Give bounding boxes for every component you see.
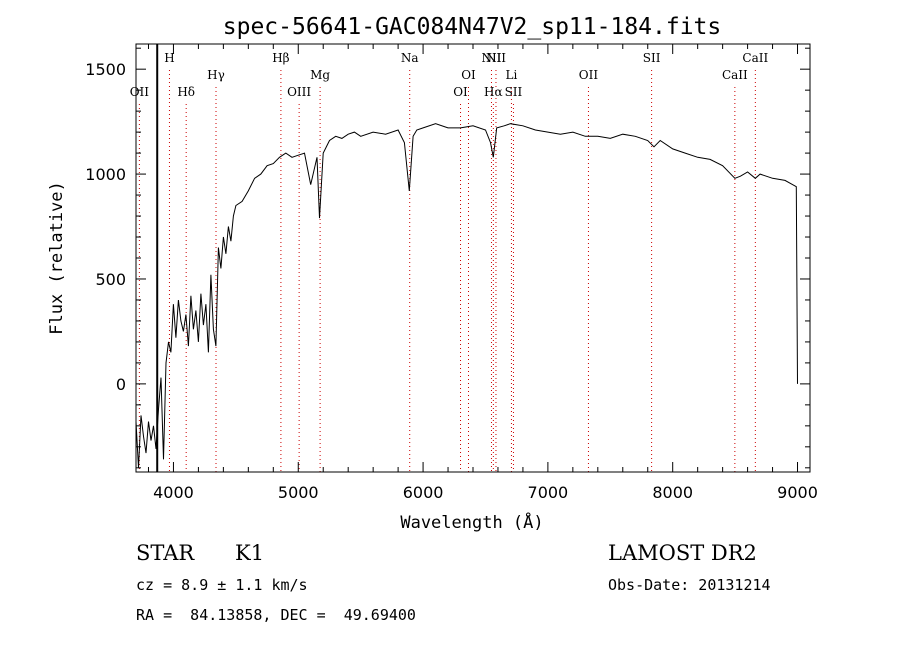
x-axis-label: Wavelength (Å) [400,511,543,533]
coordinates: RA = 84.13858, DEC = 49.69400 [136,606,416,624]
spectral-line-label: Mg [310,68,330,82]
spectral-line-label: SII [643,51,661,65]
redshift-readout: cz = 8.9 ± 1.1 km/s [136,576,308,594]
obs-date: Obs-Date: 20131214 [608,576,771,594]
survey-name: LAMOST DR2 [608,541,757,565]
spectral-line-label: H [164,51,174,65]
spectral-line-label: OI [453,85,468,99]
x-tick-label: 7000 [528,483,569,502]
x-axis: 4000 5000 6000 7000 8000 9000 [147,44,818,502]
plot-frame [135,43,811,473]
spectral-line-labels: OIIHHδHγHβOIIIMgNaOIOINIIHαNIILiSIIOIISI… [130,51,769,99]
y-tick-label: 500 [95,270,126,289]
y-axis-label: Flux (relative) [47,181,67,335]
x-tick-label: 6000 [403,483,444,502]
x-tick-label: 8000 [652,483,693,502]
spectral-line-label: Hβ [272,51,289,65]
y-tick-label: 0 [116,375,126,394]
object-class: STAR [136,541,195,565]
spectral-line-label: Hδ [177,85,195,99]
x-tick-label: 5000 [278,483,319,502]
spectral-line-label: CaII [742,51,768,65]
spectral-line-label: Na [401,51,419,65]
y-tick-label: 1000 [85,165,126,184]
spectral-line-label: Li [506,68,518,82]
spectral-line-markers [138,70,756,472]
spectral-line-label: NII [486,51,506,65]
spectral-line-label: NII [481,51,501,65]
spectral-line-label: Hγ [207,68,225,82]
x-tick-label: 4000 [153,483,194,502]
y-tick-label: 1500 [85,60,126,79]
spectrum-series [135,123,798,468]
spectral-line-label: OII [130,85,150,99]
spectral-line-label: CaII [722,68,748,82]
object-subclass: K1 [235,541,264,565]
y-axis: 0 500 1000 1500 [85,47,810,469]
spectral-line-label: SII [505,85,523,99]
spectral-line-label: OII [579,68,599,82]
x-tick-label: 9000 [777,483,818,502]
spectral-line-label: OI [461,68,476,82]
spectral-line-label: Hα [484,85,503,99]
spectral-line-label: OIII [287,85,311,99]
chart-title: spec-56641-GAC084N47V2_sp11-184.fits [223,14,722,40]
